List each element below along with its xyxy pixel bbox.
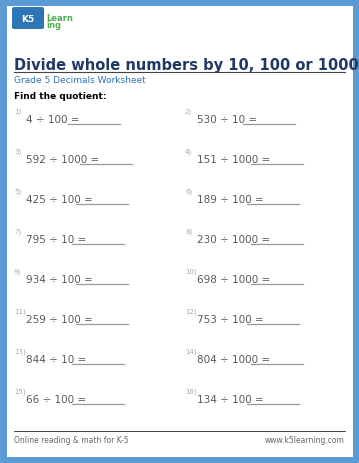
Text: 9): 9) [14,268,21,275]
Text: 10): 10) [185,268,197,275]
Text: www.k5learning.com: www.k5learning.com [265,435,345,444]
Text: 4): 4) [185,148,192,155]
Text: 230 ÷ 1000 =: 230 ÷ 1000 = [197,234,273,244]
Text: 12): 12) [185,308,197,314]
Text: 7): 7) [14,228,21,234]
Text: K5: K5 [22,14,34,24]
Text: 1): 1) [14,108,21,115]
Text: Online reading & math for K-5: Online reading & math for K-5 [14,435,129,444]
Text: 2): 2) [185,108,192,115]
Text: 13): 13) [14,348,26,354]
Text: Divide whole numbers by 10, 100 or 1000: Divide whole numbers by 10, 100 or 1000 [14,58,359,73]
Text: 4 ÷ 100 =: 4 ÷ 100 = [26,115,83,125]
Text: 592 ÷ 1000 =: 592 ÷ 1000 = [26,155,103,165]
Text: 753 ÷ 100 =: 753 ÷ 100 = [197,314,267,324]
Text: Grade 5 Decimals Worksheet: Grade 5 Decimals Worksheet [14,76,146,85]
Text: 14): 14) [185,348,197,354]
Text: 425 ÷ 100 =: 425 ÷ 100 = [26,194,96,205]
Text: 3): 3) [14,148,21,155]
Text: 15): 15) [14,388,25,394]
Text: Find the quotient:: Find the quotient: [14,92,107,101]
FancyBboxPatch shape [12,8,44,30]
Text: 66 ÷ 100 =: 66 ÷ 100 = [26,394,89,404]
Text: 698 ÷ 1000 =: 698 ÷ 1000 = [197,275,274,284]
Text: 934 ÷ 100 =: 934 ÷ 100 = [26,275,96,284]
Text: 11): 11) [14,308,26,314]
Text: 844 ÷ 10 =: 844 ÷ 10 = [26,354,89,364]
Text: 259 ÷ 100 =: 259 ÷ 100 = [26,314,96,324]
Text: ing: ing [46,21,61,30]
Text: 189 ÷ 100 =: 189 ÷ 100 = [197,194,267,205]
Text: 134 ÷ 100 =: 134 ÷ 100 = [197,394,267,404]
Text: 530 ÷ 10 =: 530 ÷ 10 = [197,115,260,125]
Text: 8): 8) [185,228,192,234]
Text: 16): 16) [185,388,197,394]
Text: 795 ÷ 10 =: 795 ÷ 10 = [26,234,89,244]
Text: 151 ÷ 1000 =: 151 ÷ 1000 = [197,155,274,165]
Text: Learn: Learn [46,14,73,23]
Text: 6): 6) [185,188,192,194]
Text: 804 ÷ 1000 =: 804 ÷ 1000 = [197,354,273,364]
Text: 5): 5) [14,188,21,194]
